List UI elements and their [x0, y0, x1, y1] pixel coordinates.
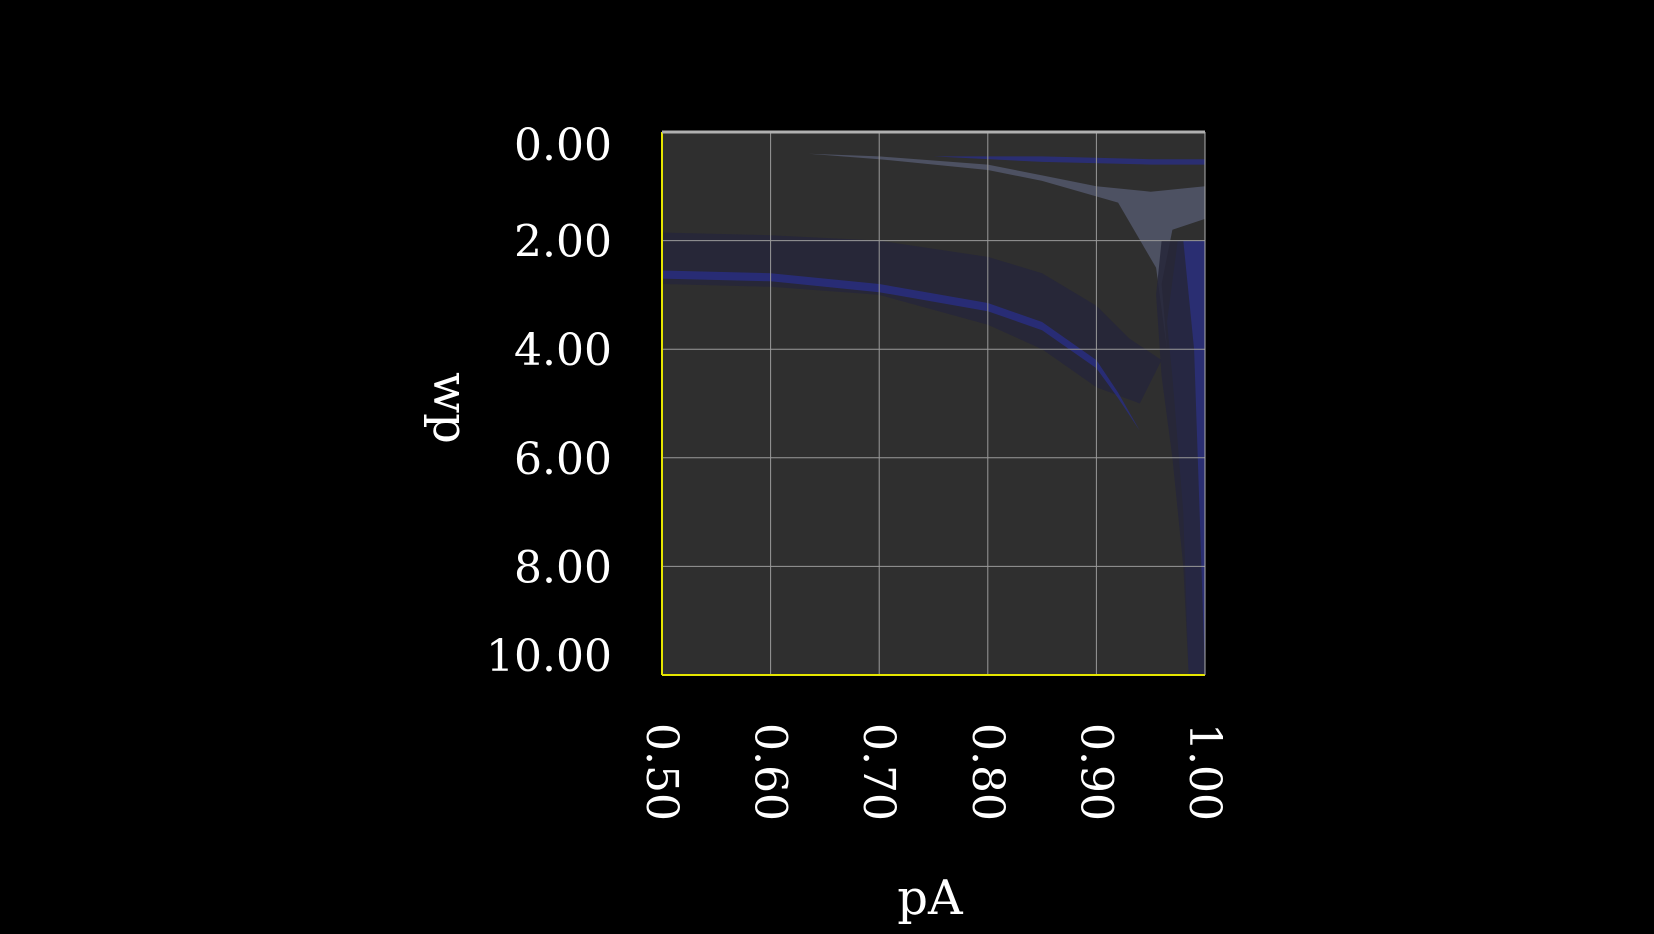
- y-tick-label: 2.00: [514, 217, 612, 268]
- y-tick-labels: 0.00 2.00 4.00 6.00 8.00 10.00: [486, 120, 612, 682]
- y-tick-label: 8.00: [514, 542, 612, 593]
- x-tick-label: 0.70: [853, 723, 904, 821]
- x-tick-label: 0.60: [745, 723, 796, 821]
- x-tick-label: 0.80: [962, 723, 1013, 821]
- y-tick-label: 6.00: [514, 434, 612, 485]
- x-tick-label: 0.90: [1070, 723, 1121, 821]
- region-band-4: [933, 156, 1205, 165]
- y-axis-label: wp: [422, 372, 478, 444]
- plot-area: [662, 132, 1205, 675]
- x-tick-label: 0.50: [636, 723, 687, 821]
- y-tick-label: 0.00: [514, 120, 612, 171]
- axis-edges: [661, 130, 1206, 676]
- y-tick-label: 10.00: [486, 631, 612, 682]
- plot-background: [662, 132, 1205, 675]
- x-axis-label: pA: [897, 870, 964, 926]
- x-tick-label: 1.00: [1179, 723, 1230, 821]
- x-tick-labels: 0.50 0.60 0.70 0.80 0.90 1.00: [636, 723, 1230, 821]
- y-tick-label: 4.00: [514, 325, 612, 376]
